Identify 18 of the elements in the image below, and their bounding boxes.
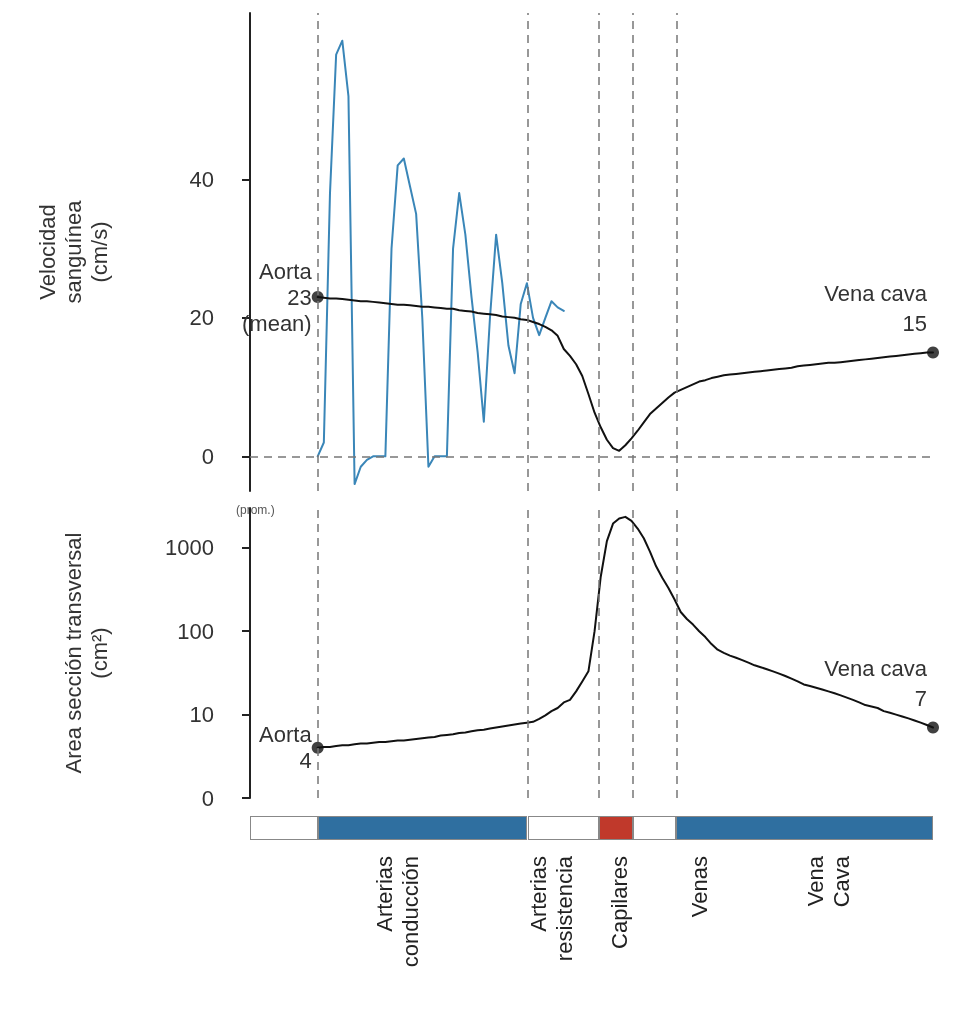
annotation: Vena cava 7	[824, 656, 928, 712]
y-tick-label: 0	[201, 443, 214, 469]
x-tick-label: Capilares	[606, 856, 632, 949]
y-tick-label: 0	[201, 785, 214, 811]
y-axis-title: Velocidad sanguínea (cm/s)	[34, 199, 112, 304]
x-tick-label: Vena Cava	[802, 855, 854, 908]
line-series	[316, 39, 565, 486]
y-axis-title: Area sección transversal (cm²)	[60, 532, 112, 774]
y-tick-label: 20	[189, 305, 214, 331]
y-tick-label: 1000	[165, 535, 214, 561]
annotation: Vena cava 15	[824, 280, 928, 336]
x-tick-label: Arterias conducción	[372, 856, 424, 968]
annotation: Aorta 4	[259, 722, 313, 774]
y-tick-label: 10	[189, 702, 214, 728]
x-tick-label: Arterias resistencia	[526, 855, 577, 962]
y-tick-label: 100	[177, 618, 214, 644]
x-tick-label: Venas	[686, 856, 712, 918]
y-tick-label: 40	[189, 166, 214, 192]
